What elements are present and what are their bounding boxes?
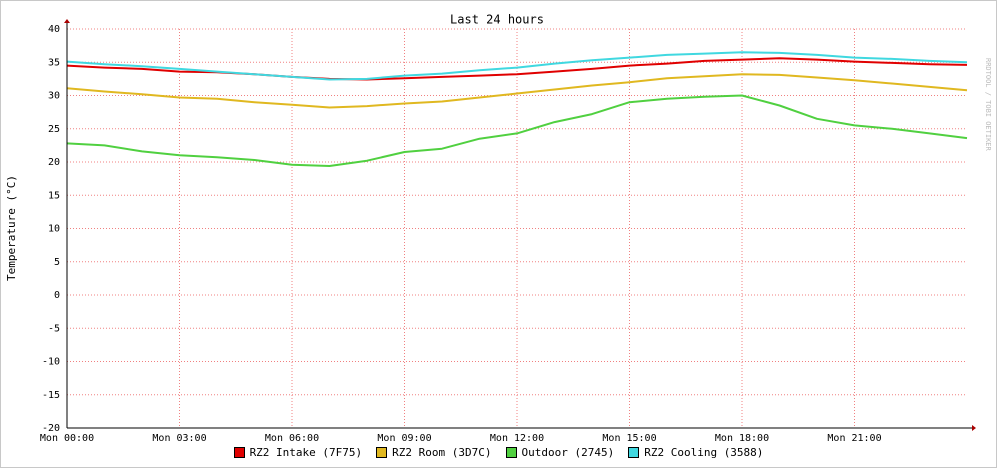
x-arrow [972, 425, 976, 431]
y-tick-label: -10 [42, 357, 60, 368]
legend-swatch [233, 447, 245, 458]
y-tick-label: 0 [54, 290, 60, 301]
y-tick-label: 10 [48, 224, 60, 235]
y-tick-label: -15 [42, 390, 60, 401]
y-tick-label: 25 [48, 124, 60, 135]
y-tick-label: 15 [48, 190, 60, 201]
legend-swatch [628, 447, 640, 458]
y-tick-label: -5 [48, 323, 60, 334]
legend-item: RZ2 Cooling (3588) [628, 446, 763, 459]
y-tick-label: 30 [48, 91, 60, 102]
y-tick-label: 20 [48, 157, 60, 168]
legend-swatch [505, 447, 517, 458]
y-tick-label: 5 [54, 257, 60, 268]
legend-label: RZ2 Room (3D7C) [392, 446, 492, 459]
series-line [66, 51, 968, 81]
x-tick-label: Mon 00:00 [40, 433, 94, 444]
legend-item: Outdoor (2745) [505, 446, 615, 459]
x-tick-label: Mon 03:00 [152, 433, 206, 444]
x-tick-label: Mon 18:00 [715, 433, 769, 444]
x-tick-label: Mon 09:00 [377, 433, 431, 444]
y-arrow [64, 19, 70, 23]
x-tick-label: Mon 21:00 [827, 433, 881, 444]
y-axis-label: Temperature (°C) [5, 175, 18, 281]
y-tick-label: -20 [42, 423, 60, 434]
legend-label: RZ2 Cooling (3588) [644, 446, 764, 459]
legend-item: RZ2 Intake (7F75) [233, 446, 363, 459]
y-tick-label: 40 [48, 24, 60, 35]
series-line [66, 94, 968, 167]
watermark: RRDTOOL / TOBI OETIKER [984, 58, 992, 152]
chart-title: Last 24 hours [450, 13, 544, 27]
legend-label: RZ2 Intake (7F75) [249, 446, 363, 459]
legend-swatch [376, 447, 388, 458]
x-tick-label: Mon 06:00 [265, 433, 319, 444]
series-line [66, 73, 968, 109]
y-tick-label: 35 [48, 57, 60, 68]
x-tick-label: Mon 15:00 [602, 433, 656, 444]
legend-item: RZ2 Room (3D7C) [376, 446, 492, 459]
x-tick-label: Mon 12:00 [490, 433, 544, 444]
legend-label: Outdoor (2745) [521, 446, 615, 459]
legend: RZ2 Intake (7F75) RZ2 Room (3D7C) Outdoor … [0, 446, 997, 459]
